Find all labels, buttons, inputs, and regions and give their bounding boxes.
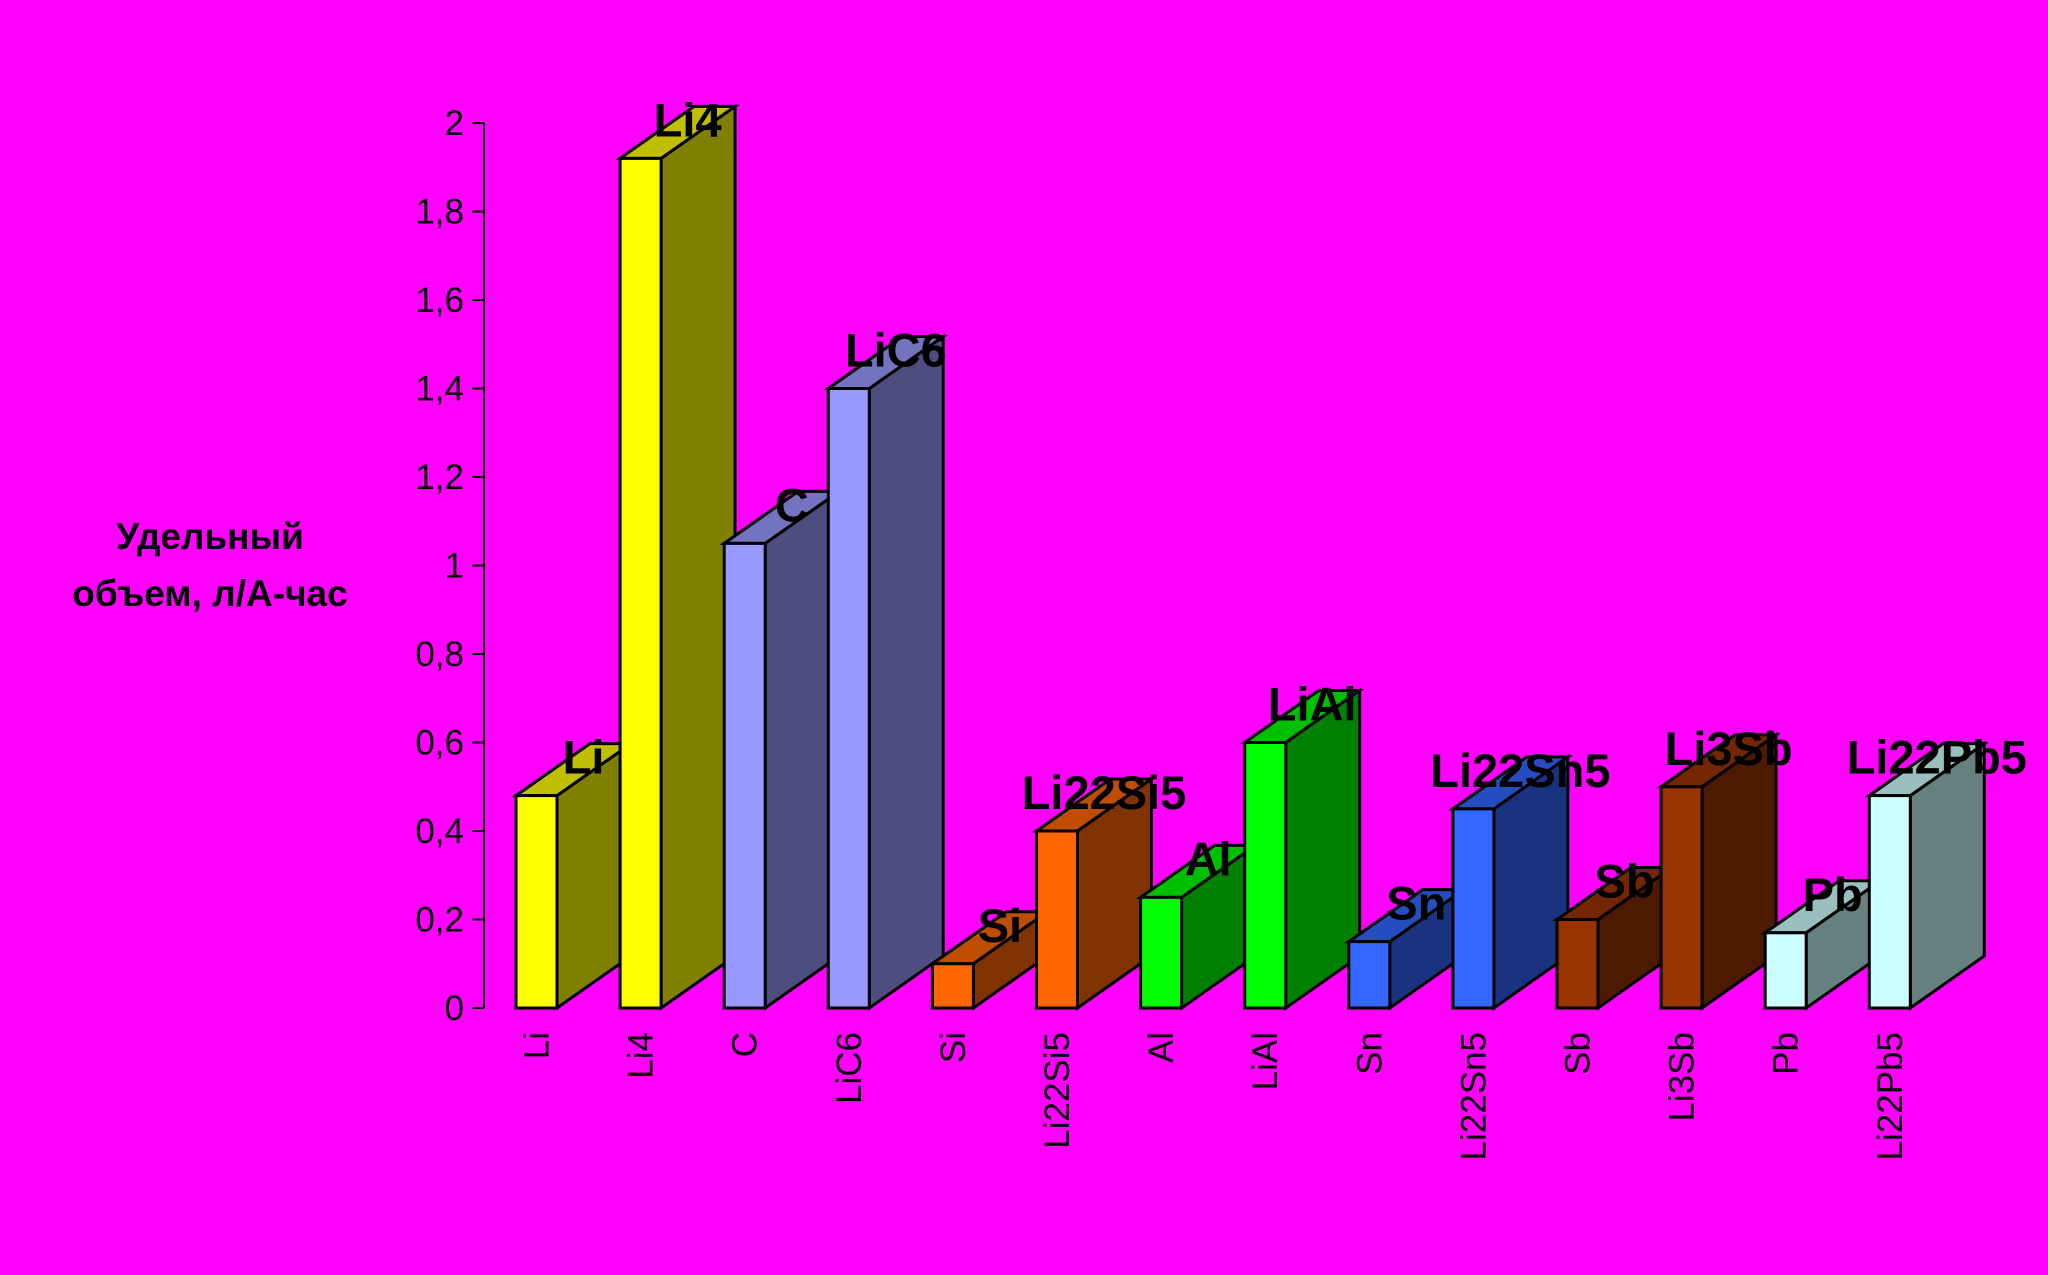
- bar: [1656, 731, 1781, 1011]
- data-label: LiC6: [845, 324, 947, 377]
- bar: [1135, 842, 1261, 1011]
- x-category-label: Pb: [1767, 1032, 1806, 1075]
- bar-front: [1555, 918, 1600, 1010]
- x-category-label: Li22Si5: [1038, 1032, 1077, 1149]
- bar-front: [1035, 829, 1079, 1010]
- data-label: Sn: [1386, 877, 1446, 930]
- bar-front: [1451, 807, 1496, 1010]
- bar-front: [930, 962, 975, 1010]
- bar-side: [867, 333, 945, 1011]
- y-tick-label: 0,2: [415, 901, 464, 940]
- data-label: Li4: [654, 93, 722, 146]
- bar-front: [1243, 741, 1288, 1010]
- x-category-label: C: [726, 1032, 765, 1057]
- data-label: Li22Sn5: [1430, 744, 1610, 797]
- data-label: Li22Si5: [1022, 766, 1187, 819]
- y-tick-label: 2: [445, 104, 464, 143]
- bar-front: [514, 794, 559, 1010]
- x-category-label: LiAl: [1246, 1032, 1285, 1090]
- x-category-label: Li22Sn5: [1454, 1032, 1493, 1160]
- data-label: Si: [978, 899, 1022, 952]
- bar-front: [1139, 895, 1184, 1010]
- bar: [927, 908, 1053, 1011]
- bar: [823, 333, 949, 1011]
- y-axis-title-line-2: объем, л/А-час: [72, 573, 347, 614]
- bar-front: [1867, 794, 1912, 1010]
- data-label: Li22Pb5: [1847, 731, 2027, 784]
- x-category-label: LiC6: [830, 1032, 869, 1104]
- bar: [1864, 740, 1990, 1011]
- y-tick-label: 1,4: [415, 370, 464, 409]
- x-category-label: Sn: [1350, 1032, 1389, 1075]
- bar-front: [1659, 785, 1704, 1010]
- y-tick-label: 1,6: [415, 281, 464, 320]
- bar-front: [1347, 940, 1392, 1010]
- x-axis-labels: Li Li4 C LiC6 Si Li22Si5 Al LiAl Sn Li22Sn5 Sb Li3S…: [518, 1032, 1910, 1160]
- bar: [615, 103, 740, 1011]
- data-label: LiAl: [1268, 678, 1357, 731]
- bars: [511, 103, 1990, 1011]
- x-category-label: Li22Pb5: [1871, 1032, 1910, 1160]
- bar-front: [722, 541, 767, 1010]
- y-tick-label: 1,8: [415, 193, 464, 232]
- data-label: C: [775, 478, 809, 531]
- y-tick-label: 0: [445, 989, 464, 1028]
- y-axis-title: Удельный объем, л/А-час: [72, 516, 347, 614]
- bar: [719, 488, 844, 1011]
- y-tick-label: 1: [445, 547, 464, 586]
- y-tick-label: 0,8: [415, 635, 464, 674]
- y-axis: 0 0,2 0,4 0,6 0,8 1 1,2 1,4 1,6 1,8 2: [415, 104, 485, 1028]
- data-label: Sb: [1594, 855, 1654, 908]
- y-tick-label: 1,2: [415, 458, 464, 497]
- y-tick-label: 0,6: [415, 724, 464, 763]
- x-category-label: Li3Sb: [1663, 1032, 1702, 1122]
- bar-front: [826, 387, 871, 1010]
- x-category-label: Si: [934, 1032, 973, 1063]
- data-label: Al: [1185, 832, 1232, 885]
- x-category-label: Li4: [622, 1032, 661, 1079]
- data-label: Pb: [1803, 868, 1863, 921]
- bar: [1239, 687, 1365, 1011]
- y-tick-label: 0,4: [415, 812, 464, 851]
- x-category-label: Sb: [1559, 1032, 1598, 1075]
- bar-front: [618, 156, 663, 1010]
- x-category-label: Li: [518, 1032, 557, 1059]
- data-label: Li3Sb: [1665, 722, 1793, 775]
- x-category-label: Al: [1142, 1032, 1181, 1063]
- bar-front: [1763, 931, 1808, 1010]
- bar: [511, 740, 636, 1011]
- bar: [1448, 753, 1573, 1011]
- bar: [1760, 877, 1885, 1011]
- bar: [1031, 776, 1157, 1011]
- data-label: Li: [563, 731, 605, 784]
- data-labels: Li Li4 C LiC6 Si Li22Si5 Al LiAl Sn Li22Sn5 Sb Li3S…: [563, 93, 2027, 951]
- y-axis-title-line-1: Удельный: [116, 516, 304, 557]
